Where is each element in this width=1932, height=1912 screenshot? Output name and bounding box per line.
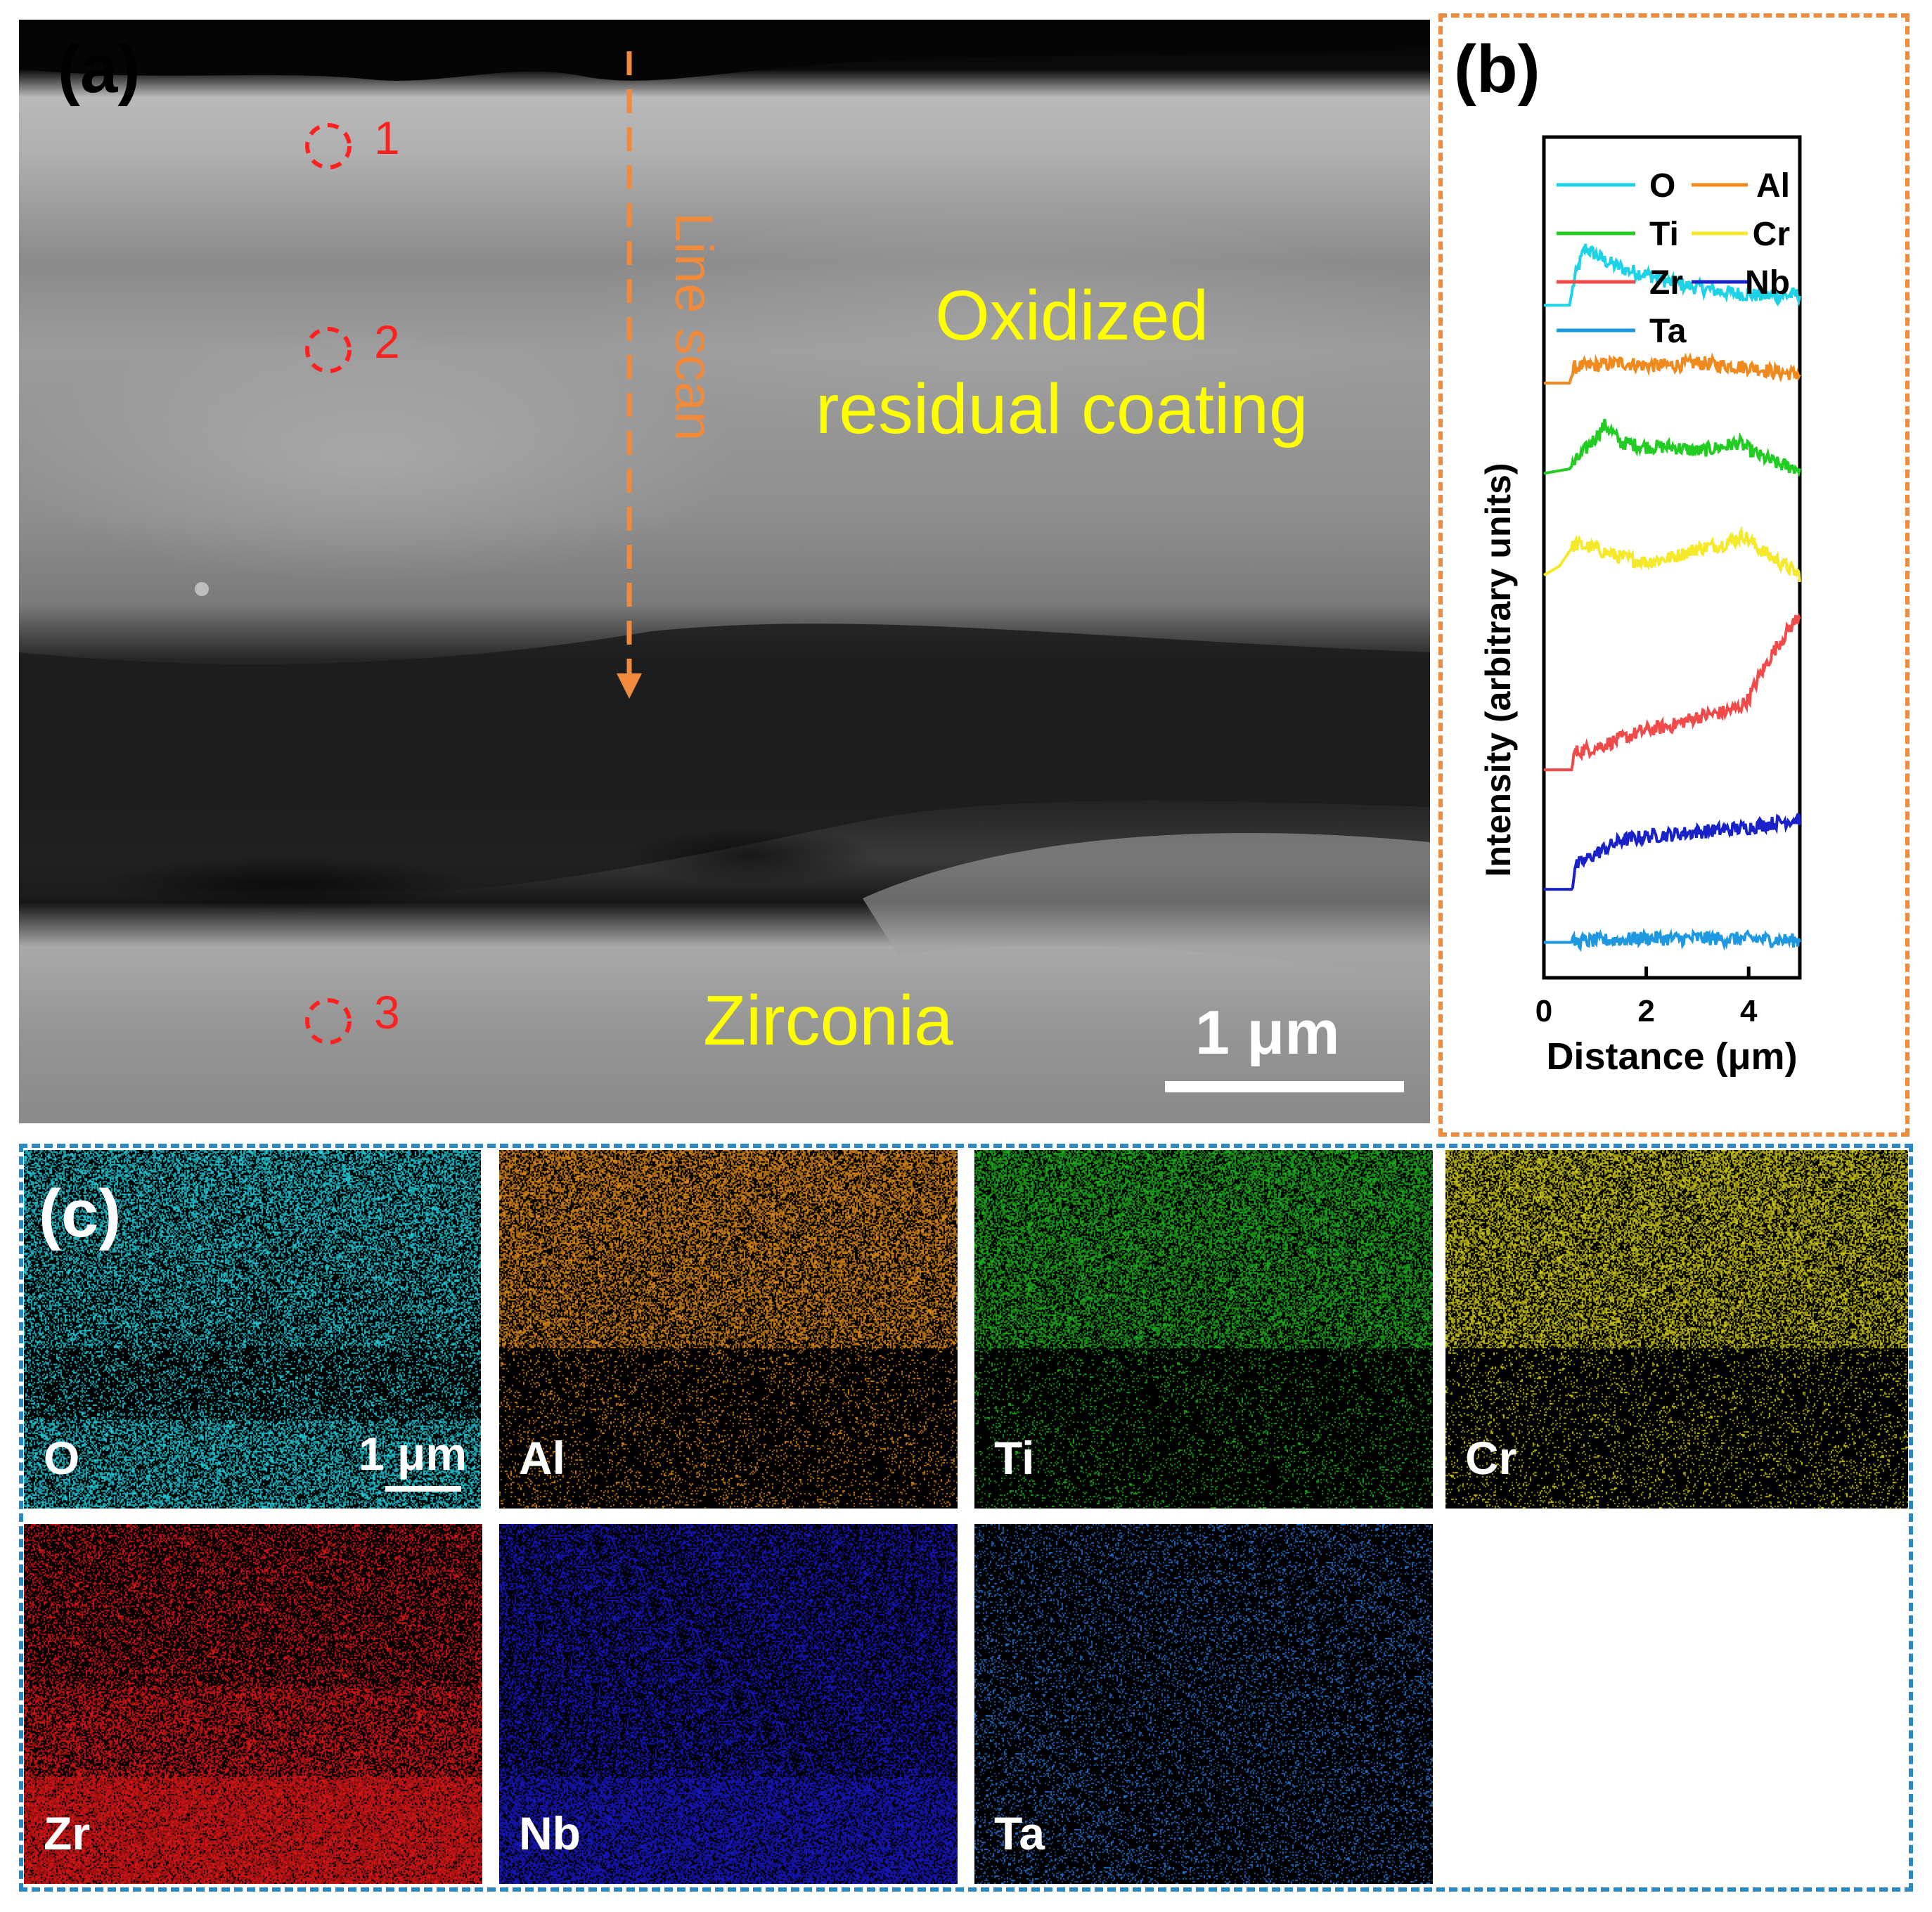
point-3-label: 3 <box>374 986 400 1038</box>
point-3-marker <box>305 998 352 1045</box>
line-scan-chart: 0 2 4 Distance (μm) Intensity (arbitrary uni… <box>1479 135 1802 1078</box>
sem-image-panel-a <box>19 20 1430 1123</box>
x-tick-label: 4 <box>1740 994 1758 1028</box>
sem-image <box>19 20 1430 1123</box>
panel-c-frame <box>19 1144 1913 1892</box>
legend-label-ta: Ta <box>1649 313 1687 350</box>
y-axis-label: Intensity (arbitrary units) <box>1479 463 1518 877</box>
region-zirconia: Zirconia <box>703 981 953 1060</box>
series-line-cr <box>1543 525 1801 583</box>
scale-bar-a <box>1165 1081 1404 1092</box>
panel-c-letter: (c) <box>39 1176 122 1251</box>
region-oxidized-line2: residual coating <box>816 370 1308 448</box>
panel-b-letter: (b) <box>1454 32 1540 107</box>
scale-bar-a-label: 1 μm <box>1195 997 1340 1067</box>
series-line-nb <box>1544 812 1801 891</box>
scale-bar-c-label: 1 μm <box>359 1428 468 1480</box>
line-scan-arrowhead <box>617 673 642 699</box>
series-line-ti <box>1543 418 1801 477</box>
series-line-o <box>1544 243 1801 307</box>
panel-a-letter: (a) <box>58 32 141 107</box>
legend-label-ti: Ti <box>1649 216 1679 253</box>
x-axis-label: Distance (μm) <box>1546 1035 1797 1078</box>
point-1-label: 1 <box>374 112 400 164</box>
series-line-ta <box>1544 928 1801 952</box>
x-tick-label: 0 <box>1535 994 1552 1028</box>
legend-label-o: O <box>1649 167 1675 205</box>
plot-frame <box>1542 135 1802 980</box>
legend-label-nb: Nb <box>1745 264 1790 302</box>
legend-label-al: Al <box>1756 167 1790 205</box>
line-scan-label: Line scan <box>664 212 723 441</box>
point-1-marker <box>305 123 352 169</box>
panel-b-frame <box>1438 13 1910 1137</box>
region-oxidized-line1: Oxidized <box>935 276 1209 355</box>
point-2-label: 2 <box>374 316 400 368</box>
legend-label-cr: Cr <box>1753 216 1790 253</box>
series-line-al <box>1544 352 1801 385</box>
series-line-zr <box>1544 612 1801 772</box>
legend-label-zr: Zr <box>1649 264 1683 302</box>
point-2-marker <box>305 327 352 373</box>
x-tick-label: 2 <box>1637 994 1654 1028</box>
scale-bar-c <box>385 1486 461 1492</box>
